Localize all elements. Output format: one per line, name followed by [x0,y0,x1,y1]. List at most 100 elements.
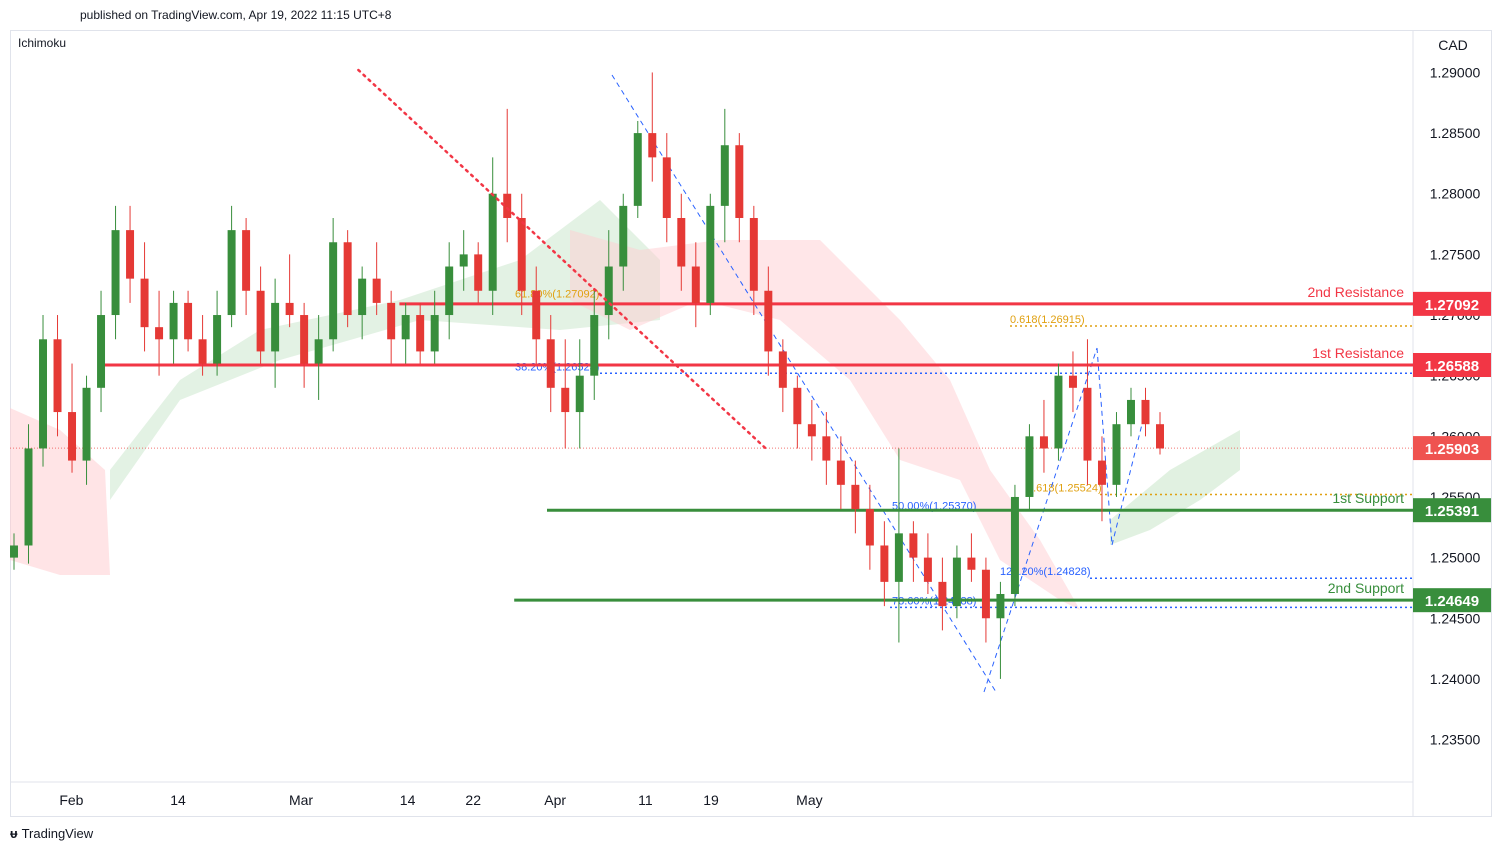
price-badge-label: 1.25903 [1425,441,1479,458]
candle-body [198,339,207,364]
candle-body [416,315,425,352]
candle-body [909,533,918,558]
fib-level-label: 38.20%(1.26523) [515,361,599,373]
candle-body [735,145,744,218]
candle-body [662,157,671,218]
currency-label: CAD [1438,37,1468,53]
x-tick-label: 19 [703,792,719,808]
candle-body [126,230,135,279]
candle-body [242,230,251,291]
candle-body [459,254,468,267]
candle-body [358,278,367,316]
y-tick-label: 1.25000 [1430,550,1481,566]
y-tick-label: 1.24500 [1430,610,1481,626]
price-badge-label: 1.26588 [1425,358,1479,375]
y-tick-label: 1.28500 [1430,125,1481,141]
candle-body [677,218,686,267]
x-tick-label: Apr [544,792,566,808]
fib-level-label: 127.20%(1.24828) [1000,566,1091,578]
footer-brand: TradingView [21,826,94,841]
candle-body [1054,375,1063,449]
candle-body [430,315,439,352]
price-badge [1413,436,1491,461]
fib-swing-line [611,74,997,693]
candle-body [256,290,265,352]
candle-body [1068,375,1077,388]
x-tick-label: Feb [59,792,83,808]
candle-body [387,302,396,340]
price-badge-label: 1.27092 [1425,297,1479,314]
candle-body [82,387,91,461]
x-tick-label: May [796,792,822,808]
candle-body [169,302,178,340]
level-label: 1st Support [1332,490,1404,506]
x-tick-label: 14 [170,792,186,808]
candle-body [24,448,33,546]
descending-trendline [357,68,770,453]
candle-body [764,290,773,352]
candle-body [604,266,613,316]
candle-body [633,133,642,206]
candle-body [68,412,77,461]
candle-body [1156,424,1164,449]
candle-body [1126,399,1135,425]
candle-body [793,387,802,425]
y-tick-label: 1.29000 [1430,64,1481,80]
candle-body [923,557,932,582]
candle-body [546,339,555,388]
price-badge-label: 1.25391 [1425,503,1479,520]
price-badge [1413,291,1491,316]
candle-body [10,545,18,558]
candle-body [894,533,903,582]
candle-body [836,460,845,485]
candle-body [39,339,48,449]
y-tick-label: 1.24000 [1430,671,1481,687]
candle-body [401,315,410,340]
candle-body [996,594,1005,619]
x-tick-label: 14 [400,792,416,808]
candle-body [952,557,961,607]
indicator-label[interactable]: Ichimoku [18,36,67,50]
price-badge [1413,498,1491,523]
candle-body [822,436,831,461]
candle-body [372,278,381,303]
candle-body [749,218,758,291]
level-label: 2nd Resistance [1307,284,1404,300]
candle-body [778,351,787,388]
candle-body [1010,496,1019,594]
candle-body [619,205,628,267]
candle-body [111,230,120,316]
price-badge-label: 1.24649 [1425,593,1479,610]
tradingview-logo-icon: ᵾ [10,826,18,841]
candle-body [1039,436,1048,449]
y-tick-label: 1.23500 [1430,732,1481,748]
candle-body [706,205,715,303]
fib-swing-line [1096,347,1113,546]
candle-body [140,278,149,328]
x-tick-label: Mar [289,792,313,808]
candle-body [807,424,816,437]
candle-body [1112,424,1121,485]
price-badge [1413,588,1491,613]
candle-body [865,509,874,546]
candle-body [1025,436,1034,497]
candle-body [532,290,541,340]
fib-level-label: 0.618(1.25524) [1027,483,1102,495]
candle-body [155,327,164,340]
candle-body [343,242,352,316]
candle-body [184,302,193,340]
y-tick-label: 1.27500 [1430,246,1481,262]
candle-body [213,315,222,364]
candle-body [880,545,889,582]
candle-body [474,254,483,291]
published-caption: published on TradingView.com, Apr 19, 20… [80,8,392,22]
candle-body [575,375,584,413]
x-tick-label: 11 [638,792,653,808]
x-tick-label: 22 [465,792,481,808]
fib-swing-line [983,347,1098,693]
candle-body [590,315,599,376]
candle-body [720,145,729,206]
candle-body [517,218,526,291]
fib-swing-line [1111,399,1149,546]
